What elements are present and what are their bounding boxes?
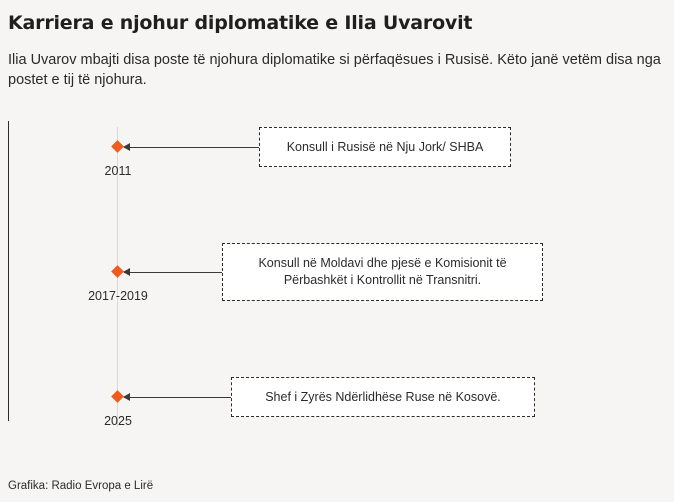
page-title: Karriera e njohur diplomatike e Ilia Uva… <box>8 12 473 34</box>
source-credit: Grafika: Radio Evropa e Lirë <box>8 480 154 492</box>
arrow-2025 <box>123 393 232 401</box>
year-label-2017-2019: 2017-2019 <box>88 289 148 303</box>
timeline-marker-2017-2019 <box>111 265 124 278</box>
year-label-2011: 2011 <box>104 164 132 178</box>
event-box-2011: Konsull i Rusisë në Nju Jork/ SHBA <box>259 127 511 167</box>
arrow-2017-2019 <box>123 268 223 276</box>
year-label-2025: 2025 <box>104 414 132 428</box>
arrow-2011 <box>123 143 260 151</box>
timeline-marker-2011 <box>111 140 124 153</box>
subtitle: Ilia Uvarov mbajti disa poste të njohura… <box>8 52 661 88</box>
timeline-marker-2025 <box>111 390 124 403</box>
event-box-2017-2019: Konsull në Moldavi dhe pjesë e Komisioni… <box>222 243 543 301</box>
event-box-2025: Shef i Zyrës Ndërlidhëse Ruse në Kosovë. <box>231 377 535 417</box>
left-rule <box>8 121 9 421</box>
